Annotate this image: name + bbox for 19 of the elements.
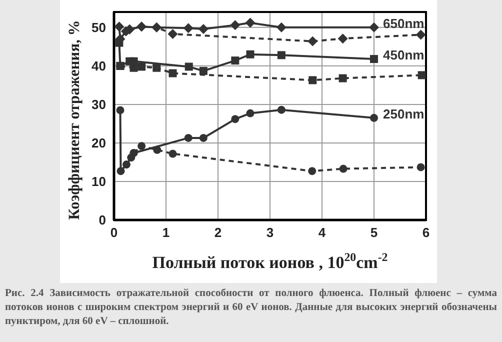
x-tick-label: 3 (266, 225, 274, 240)
y-tick-label: 0 (98, 212, 106, 228)
x-tick-label: 0 (110, 225, 118, 240)
x-axis-title: Полный поток ионов , 10$^{20}$cm$^{-2}$ (152, 250, 388, 272)
y-tick-label: 30 (92, 97, 106, 112)
x-tick-label: 1 (162, 225, 170, 240)
series-label: 650nm (383, 16, 424, 31)
series-label: 250nm (383, 106, 424, 122)
y-tick-label: 10 (92, 174, 106, 190)
y-axis-title: Коэффициент отражения, % (66, 20, 82, 220)
x-tick-label: 4 (318, 225, 326, 240)
x-tick-label: 6 (422, 225, 430, 240)
text: Рис. 2.4 Зависимость отражательной способности от полного флюенса. Полный флюенс – сумма потоков ионов с широким спектром энергий и 60 eV ионов. Данные для высоких энергий обозначены пунктиром, для 60 eV – сплошной. (5, 287, 497, 329)
x-tick-label: 2 (214, 225, 222, 240)
y-tick-label: 40 (92, 58, 106, 74)
y-tick-label: 50 (92, 20, 106, 36)
x-tick-label: 5 (370, 225, 378, 240)
y-tick-label: 20 (92, 136, 106, 151)
series-label: 450nm (383, 47, 424, 62)
